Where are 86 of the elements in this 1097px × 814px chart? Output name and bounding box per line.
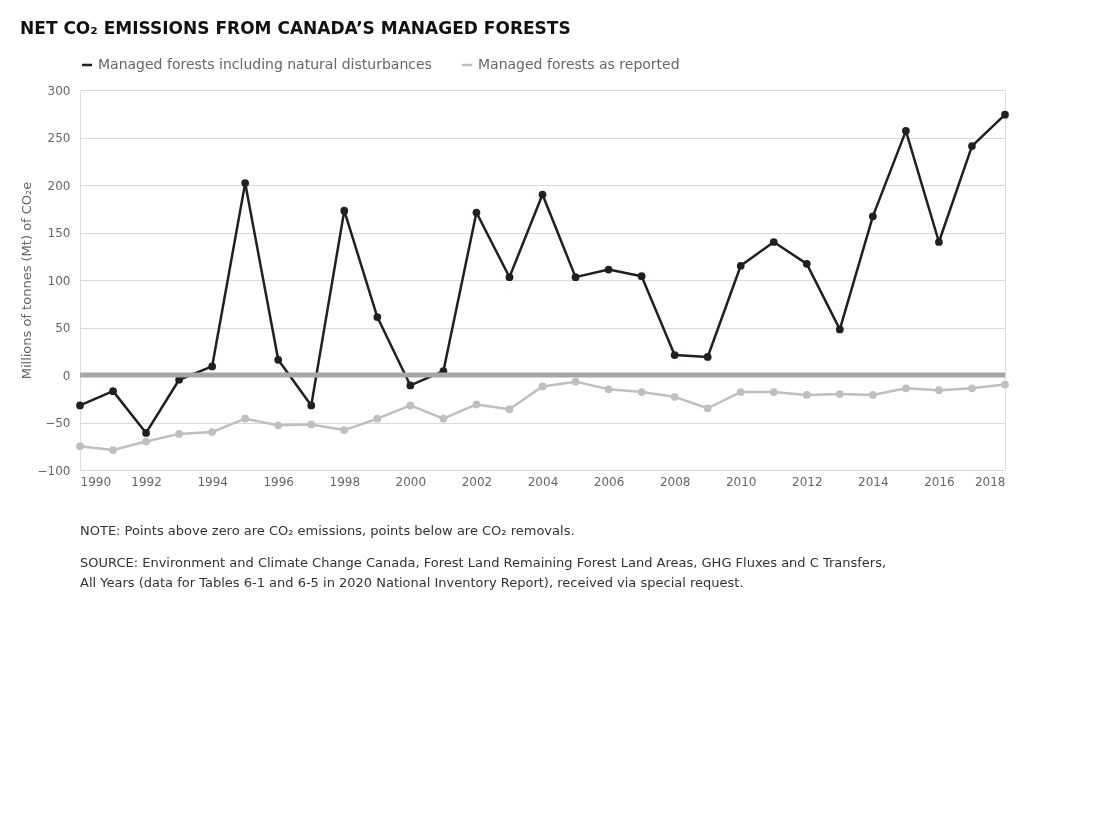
point [340, 426, 349, 434]
point [340, 206, 349, 215]
point [208, 428, 217, 436]
point [241, 414, 250, 423]
point [670, 351, 679, 359]
y-axis-title: Millions of tonnes (Mt) of CO₂e [18, 181, 34, 380]
y-tick-label: 300 [47, 83, 71, 98]
point [406, 401, 415, 410]
point [175, 430, 183, 438]
point [637, 388, 646, 396]
x-tick-label: 2004 [527, 474, 559, 489]
point [307, 420, 316, 429]
x-tick-label: 2014 [858, 474, 889, 489]
y-tick-label: 0 [62, 368, 71, 383]
point [802, 259, 811, 268]
y-tick-label: 200 [47, 178, 71, 193]
point [241, 179, 250, 187]
point [835, 325, 844, 334]
point [505, 273, 514, 282]
point [505, 405, 514, 414]
x-tick-label: 1994 [197, 474, 228, 489]
point [736, 261, 745, 270]
point [274, 355, 283, 364]
point [76, 401, 84, 410]
y-tick-label: 250 [47, 131, 71, 145]
point [868, 391, 877, 399]
x-tick-label: 2010 [725, 474, 757, 489]
point [142, 437, 150, 446]
x-tick-label: 2006 [593, 474, 625, 489]
point [604, 385, 613, 394]
point [373, 414, 382, 423]
point [571, 377, 580, 386]
point [208, 362, 217, 371]
point [307, 401, 316, 410]
legend-label: Managed forests as reported [478, 56, 680, 72]
point [968, 384, 976, 393]
point [274, 421, 283, 430]
point [736, 388, 745, 396]
point [406, 381, 415, 390]
y-tick-label: 150 [47, 226, 71, 240]
x-tick-label: 2012 [792, 474, 823, 489]
point [769, 388, 778, 396]
legend-label: Managed forests including natural disturbances [98, 56, 432, 72]
point [902, 384, 910, 393]
point [769, 238, 778, 246]
point [637, 272, 646, 281]
y-tick-label: 100 [47, 273, 71, 288]
point [935, 386, 943, 395]
point [902, 126, 910, 135]
point [472, 208, 481, 217]
x-tick-label: 2018 [974, 474, 1006, 489]
x-tick-label: 2002 [461, 474, 493, 489]
point [835, 390, 844, 398]
y-tick-label: 50 [55, 321, 71, 335]
point [968, 142, 976, 150]
point [439, 414, 448, 423]
x-tick-label: 1996 [263, 474, 294, 489]
x-tick-label: 2000 [395, 474, 427, 489]
point [142, 429, 150, 437]
x-tick-label: 1990 [80, 474, 112, 489]
point [109, 446, 117, 454]
point [703, 404, 712, 413]
x-tick-label: 2016 [924, 474, 955, 489]
point [1001, 380, 1009, 389]
point [76, 442, 84, 451]
point [1001, 110, 1009, 119]
point [802, 391, 811, 399]
point [868, 212, 877, 221]
point [670, 392, 679, 401]
x-tick-label: 1998 [329, 474, 361, 489]
chart-title: NET CO₂ EMISSIONS FROM CANADA’S MANAGED FORESTS [20, 18, 571, 38]
point [538, 190, 547, 199]
y-tick-label: −100 [37, 463, 71, 478]
text: NOTE: Points above zero are CO₂ emissions, points below are CO₂ removals. [80, 523, 575, 538]
point [109, 387, 117, 396]
y-tick-label: −50 [45, 416, 71, 430]
point [703, 353, 712, 361]
point [472, 400, 481, 409]
point [604, 265, 613, 274]
source-note: SOURCE: Environment and Climate Change Canada, Forest Land Remaining Forest Land Areas, GHG Fluxes and C Transfers, All Years (data for Tables 6-1 and 6-5 in 2020 National Inventory Report), received via special request. [80, 555, 887, 590]
point [935, 238, 943, 246]
point [373, 313, 382, 321]
x-tick-label: 1992 [131, 474, 162, 489]
x-tick-label: 2008 [659, 474, 691, 489]
point [571, 273, 580, 282]
point [538, 382, 547, 391]
